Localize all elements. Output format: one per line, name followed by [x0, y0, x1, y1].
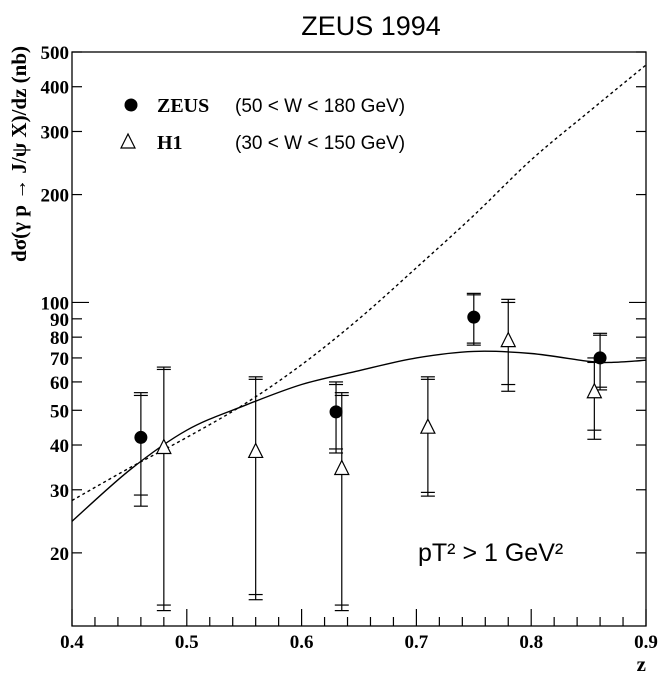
y-tick-label: 60 — [50, 373, 69, 394]
zeus-point — [134, 430, 148, 444]
legend-zeus-label: ZEUS — [157, 95, 209, 117]
zeus-point — [593, 351, 607, 365]
y-tick-label: 50 — [50, 401, 69, 422]
y-tick-label: 400 — [41, 78, 70, 99]
data-markers — [134, 310, 607, 476]
y-tick-label: 200 — [41, 186, 70, 207]
y-tick-label: 300 — [41, 122, 70, 143]
y-tick-label: 80 — [50, 328, 69, 349]
y-tick-label: 20 — [50, 544, 69, 565]
y-tick-label: 90 — [50, 310, 69, 331]
chart-title: ZEUS 1994 — [301, 11, 441, 41]
plot-frame — [71, 51, 647, 627]
x-tick-label: 0.9 — [634, 632, 658, 653]
pt-cut-annotation: pT² > 1 GeV² — [418, 539, 563, 567]
legend-zeus-range: (50 < W < 180 GeV) — [235, 96, 405, 117]
h1-point — [333, 459, 350, 476]
legend-h1-label: H1 — [157, 132, 183, 154]
legend-h1-range: (30 < W < 150 GeV) — [235, 133, 405, 154]
legend-h1-marker — [120, 132, 136, 149]
y-tick-label: 70 — [50, 349, 69, 370]
x-tick-label: 0.5 — [175, 632, 199, 653]
y-tick-label: 100 — [41, 293, 70, 314]
solid-theory-curve — [71, 350, 647, 522]
h1-point — [247, 442, 264, 459]
h1-point — [419, 417, 436, 434]
x-tick-label: 0.7 — [405, 632, 429, 653]
dashed-theory-curve — [71, 64, 647, 502]
theory-curves — [71, 64, 647, 522]
h1-point — [155, 438, 172, 455]
h1-point — [500, 331, 517, 348]
legend: ZEUS (50 < W < 180 GeV) H1 (30 < W < 150… — [120, 95, 405, 154]
x-tick-label: 0.6 — [290, 632, 314, 653]
y-tick-label: 500 — [41, 43, 70, 64]
x-tick-labels: 0.4 0.5 0.6 0.7 0.8 0.9 — [60, 632, 658, 653]
x-tick-label: 0.8 — [519, 632, 543, 653]
legend-zeus-marker — [124, 98, 138, 112]
x-tick-label: 0.4 — [60, 632, 84, 653]
h1-point — [586, 382, 603, 399]
error-bars — [133, 292, 608, 612]
y-tick-label: 30 — [50, 481, 69, 502]
zeus-point — [467, 310, 481, 324]
x-axis-label: z — [637, 652, 646, 675]
y-axis-label: dσ(γ p → J/ψ X)/dz (nb) — [7, 46, 31, 262]
y-tick-label: 40 — [50, 436, 69, 457]
axis-ticks — [71, 51, 647, 626]
zeus-point — [329, 405, 343, 419]
